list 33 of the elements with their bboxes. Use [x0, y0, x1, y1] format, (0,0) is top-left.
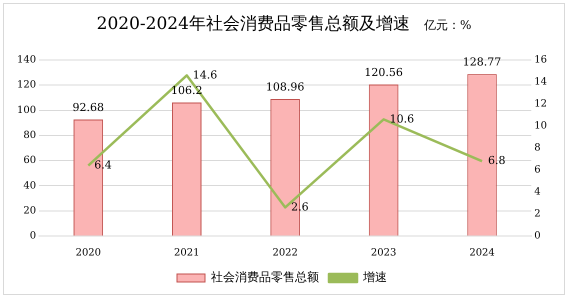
x-tick-label: 2022 — [272, 248, 298, 259]
y-tick-label: 40 — [23, 180, 36, 192]
legend-label: 增速 — [362, 270, 387, 284]
x-tick-label: 2020 — [76, 248, 102, 259]
data-label: 2.6 — [291, 200, 309, 214]
y2-tick-label: 0 — [534, 230, 541, 242]
y2-tick-label: 16 — [534, 54, 548, 66]
y-tick-label: 100 — [16, 104, 36, 116]
y-tick-label: 80 — [23, 130, 36, 142]
chart-title: 2020-2024年社会消费品零售总额及增速 — [96, 14, 410, 34]
y2-tick-label: 6 — [534, 164, 541, 176]
data-label: 128.77 — [462, 55, 502, 68]
y2-tick-label: 10 — [534, 120, 548, 132]
y2-tick-label: 8 — [534, 142, 541, 154]
data-label: 120.56 — [364, 66, 403, 79]
y2-tick-label: 14 — [534, 76, 548, 88]
data-label: 108.96 — [266, 80, 304, 94]
data-label: 14.6 — [192, 68, 218, 82]
y-tick-label: 0 — [30, 230, 36, 242]
y-tick-label: 120 — [16, 80, 36, 91]
data-label: 92.68 — [72, 100, 104, 114]
y-tick-label: 20 — [23, 205, 36, 216]
y2-tick-label: 2 — [534, 208, 541, 220]
y2-tick-label: 4 — [534, 186, 541, 198]
y2-tick-label: 12 — [534, 98, 548, 110]
y-tick-label: 60 — [23, 155, 36, 166]
legend-label: 社会消费品零售总额 — [211, 270, 319, 284]
y-tick-label: 140 — [16, 54, 36, 66]
x-tick-label: 2023 — [370, 248, 396, 259]
data-label: 6.8 — [488, 154, 506, 168]
x-tick-label: 2024 — [469, 248, 495, 259]
x-tick-label: 2021 — [174, 248, 200, 259]
chart-subtitle: 亿元：% — [424, 18, 472, 32]
